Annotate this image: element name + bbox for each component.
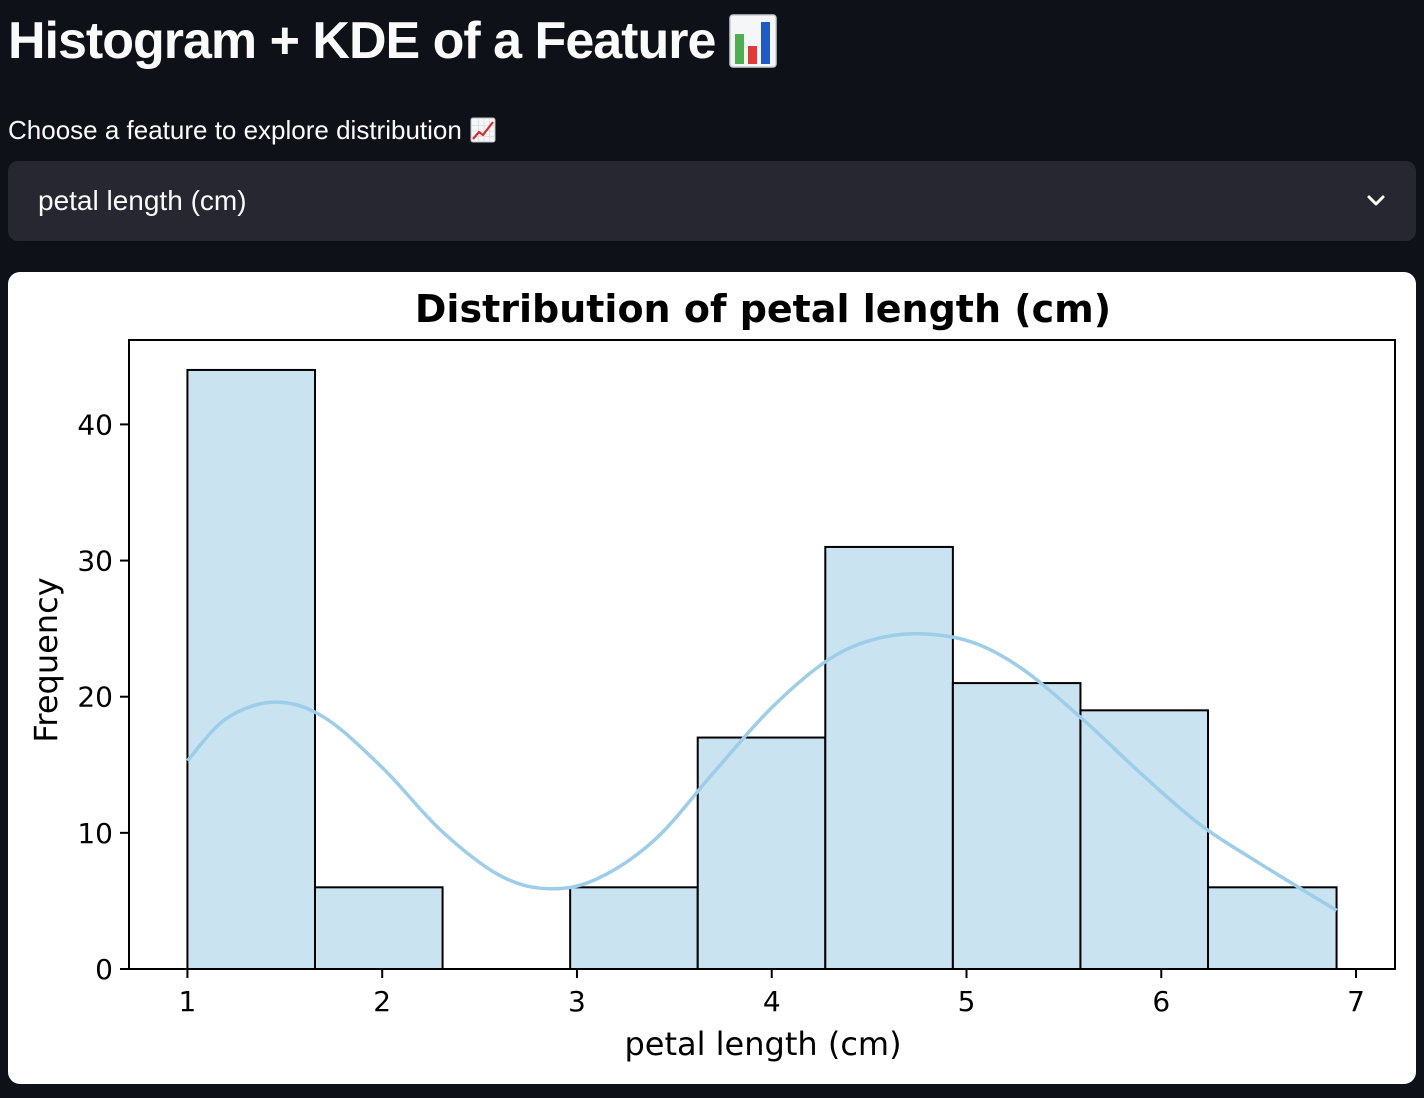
x-tick-label: 6 xyxy=(1152,985,1170,1018)
x-tick-label: 5 xyxy=(958,985,976,1018)
select-label-text: Choose a feature to explore distribution xyxy=(8,115,462,145)
histogram-bar-2 xyxy=(314,886,444,971)
x-tick-label: 7 xyxy=(1347,985,1365,1018)
y-axis-label: Frequency xyxy=(27,577,65,742)
y-tick-label: 10 xyxy=(77,817,113,850)
x-tick-label: 1 xyxy=(179,985,197,1018)
feature-select[interactable]: petal length (cm) xyxy=(8,161,1416,241)
kde-line xyxy=(186,632,1338,912)
chart-card: Distribution of petal length (cm) 1 2 3 4 5 6… xyxy=(8,272,1416,1084)
bar-chart-icon xyxy=(729,14,778,68)
histogram-kde-chart: Distribution of petal length (cm) 1 2 3 4 5 6… xyxy=(27,287,1396,1063)
histogram-bar-1 xyxy=(186,368,317,970)
y-tick-label: 0 xyxy=(95,953,113,986)
histogram-bar-4 xyxy=(569,886,699,971)
chart-title: Distribution of petal length (cm) xyxy=(415,287,1111,331)
y-tick-label: 30 xyxy=(77,545,113,578)
histogram-bar-8 xyxy=(1079,709,1210,970)
histogram-bar-7 xyxy=(951,682,1082,970)
chevron-down-icon[interactable] xyxy=(1364,189,1388,213)
histogram-bar-6 xyxy=(824,545,954,970)
y-tick-label: 20 xyxy=(77,681,113,714)
x-tick-label: 4 xyxy=(763,985,781,1018)
chart-increasing-icon xyxy=(470,117,496,143)
page-title-text: Histogram + KDE of a Feature xyxy=(8,12,716,70)
select-label: Choose a feature to explore distribution xyxy=(8,112,496,148)
x-axis-label: petal length (cm) xyxy=(624,1025,901,1063)
page-title: Histogram + KDE of a Feature xyxy=(8,6,778,76)
y-tick-label: 40 xyxy=(77,408,113,441)
x-tick-label: 2 xyxy=(373,985,391,1018)
x-tick-label: 3 xyxy=(568,985,586,1018)
feature-select-value: petal length (cm) xyxy=(38,185,247,216)
plot-frame xyxy=(128,339,1396,970)
histogram-bar-5 xyxy=(696,736,827,970)
